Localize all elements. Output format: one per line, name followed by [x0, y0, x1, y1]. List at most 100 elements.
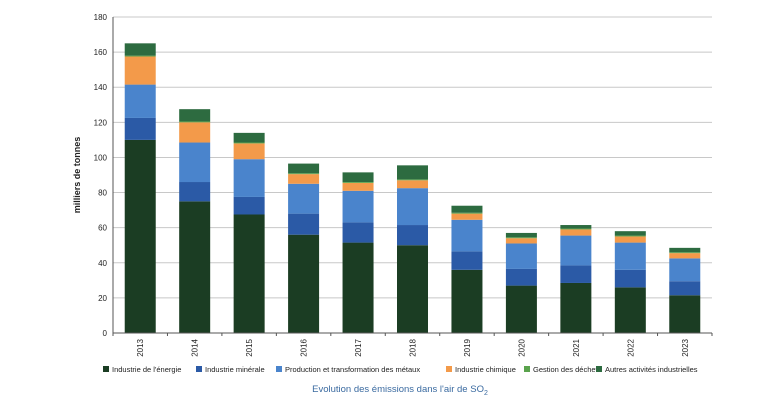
bar-segment: [669, 258, 701, 282]
legend-swatch: [596, 366, 602, 372]
x-tick-label: 2020: [517, 338, 526, 356]
bar-segment: [288, 174, 320, 184]
y-tick-label: 40: [98, 259, 107, 268]
bar-segment: [397, 225, 428, 246]
bar-segment: [179, 122, 211, 143]
x-tick-label: 2018: [409, 338, 418, 356]
bar-segment: [179, 182, 211, 202]
bar-segment: [505, 237, 537, 239]
bar-segment: [124, 84, 156, 118]
legend-label: Autres activités industrielles: [605, 365, 698, 374]
bar-segment: [288, 183, 320, 214]
y-axis-label: milliers de tonnes: [72, 137, 82, 214]
bar-segment: [560, 225, 592, 229]
bar-segment: [451, 251, 483, 270]
bar-segment: [342, 242, 374, 333]
bar-segment: [233, 214, 265, 333]
y-tick-label: 80: [98, 189, 107, 198]
bar-segment: [342, 182, 374, 191]
bar-segment: [179, 109, 211, 122]
y-tick-label: 0: [103, 329, 108, 338]
legend-swatch: [103, 366, 109, 372]
bar-segment: [288, 163, 320, 174]
bar-segment: [233, 159, 265, 197]
caption-subscript: 2: [484, 390, 488, 397]
bar-segment: [505, 285, 537, 333]
bar-segment: [288, 213, 320, 235]
bar-segment: [560, 282, 592, 333]
legend-swatch: [446, 366, 452, 372]
bar-segment: [451, 212, 483, 214]
x-tick-label: 2019: [463, 338, 472, 356]
bar-segment: [288, 234, 320, 333]
y-tick-label: 60: [98, 224, 107, 233]
bar-segment: [669, 247, 701, 253]
bar-segment: [397, 245, 428, 333]
y-tick-label: 160: [94, 48, 108, 57]
bar-segment: [124, 43, 156, 56]
bar-segment: [342, 222, 374, 243]
bar-segment: [614, 231, 646, 236]
x-tick-label: 2017: [354, 338, 363, 356]
bar-segment: [451, 219, 483, 252]
bar-segment: [397, 188, 428, 226]
bar-segment: [233, 142, 265, 144]
legend-label: Industrie de l'énergie: [112, 365, 181, 374]
x-tick-label: 2023: [681, 338, 690, 356]
bar-segment: [669, 252, 701, 254]
legend-label: Industrie chimique: [455, 365, 516, 374]
chart-caption: Evolution des émissions dans l'air de SO…: [312, 384, 488, 397]
bar-segment: [342, 190, 374, 223]
bar-segment: [505, 268, 537, 286]
legend-label: Industrie minérale: [205, 365, 265, 374]
bar-segment: [560, 265, 592, 283]
bar-segment: [124, 117, 156, 140]
bar-segment: [451, 269, 483, 333]
bar-segment: [451, 205, 483, 213]
bar-segment: [614, 235, 646, 237]
legend-label: Production et transformation des métaux: [285, 365, 420, 374]
bar-segment: [669, 281, 701, 296]
x-tick-label: 2015: [245, 338, 254, 356]
bar-segment: [233, 196, 265, 215]
bar-segment: [124, 56, 156, 85]
bar-segment: [397, 165, 428, 180]
x-tick-label: 2021: [572, 338, 581, 356]
legend-label: Gestion des déchets: [533, 365, 602, 374]
y-tick-label: 20: [98, 294, 107, 303]
y-tick-label: 100: [94, 153, 108, 162]
x-tick-label: 2016: [300, 338, 309, 356]
bar-segment: [669, 295, 701, 333]
bar-segment: [505, 243, 537, 269]
bar-segment: [179, 201, 211, 333]
bar-segment: [397, 180, 428, 189]
bar-segment: [614, 236, 646, 243]
bar-segment: [614, 242, 646, 270]
bar-segment: [179, 121, 211, 123]
bar-segment: [342, 182, 374, 183]
bar-segment: [560, 228, 592, 230]
bar-segment: [124, 139, 156, 333]
bar-segment: [179, 142, 211, 183]
bar-segment: [505, 232, 537, 238]
bar-segment: [560, 235, 592, 266]
bar-segment: [233, 132, 265, 143]
bar-segment: [614, 269, 646, 288]
bar-segment: [288, 173, 320, 175]
bar-segment: [233, 143, 265, 160]
x-tick-label: 2014: [191, 338, 200, 356]
bar-segment: [342, 172, 374, 183]
bar-segment: [505, 238, 537, 244]
caption-text: Evolution des émissions dans l'air de SO: [312, 384, 484, 395]
legend-swatch: [524, 366, 530, 372]
bar-segment: [614, 287, 646, 333]
x-tick-label: 2013: [136, 338, 145, 356]
legend-swatch: [276, 366, 282, 372]
bar-segment: [451, 213, 483, 220]
bar-segment: [124, 55, 156, 57]
y-tick-label: 140: [94, 83, 108, 92]
legend-swatch: [196, 366, 202, 372]
bar-segment: [669, 253, 701, 259]
